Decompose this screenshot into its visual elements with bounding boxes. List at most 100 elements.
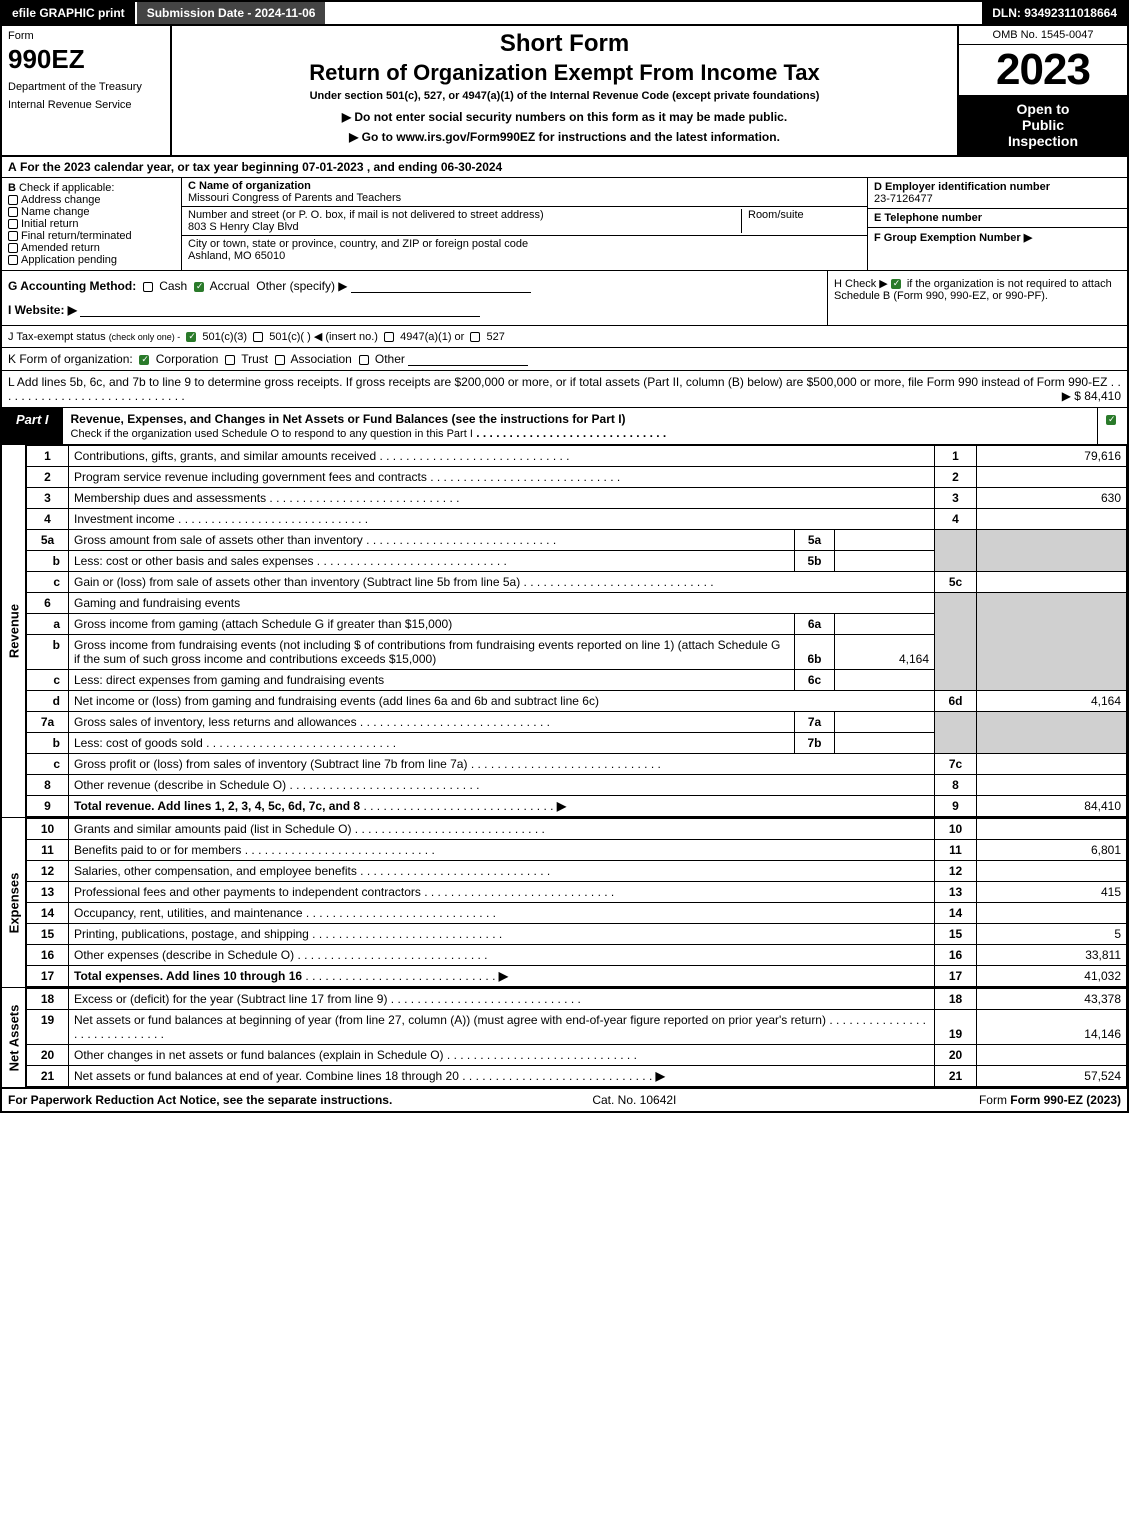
line-5a-sv (835, 530, 935, 551)
street-row: Number and street (or P. O. box, if mail… (182, 207, 867, 236)
line-20: 20 Other changes in net assets or fund b… (27, 1045, 1127, 1066)
line-11: 11 Benefits paid to or for members 11 6,… (27, 840, 1127, 861)
checkbox-schedule-o[interactable] (1106, 415, 1116, 425)
line-17: 17 Total expenses. Add lines 10 through … (27, 966, 1127, 987)
line-7c-num: c (27, 754, 69, 775)
line-5a-desc: Gross amount from sale of assets other t… (74, 533, 363, 547)
checkbox-501c[interactable] (253, 332, 263, 342)
line-14-num: 14 (27, 903, 69, 924)
line-6b-num: b (27, 635, 69, 670)
line-1-amount: 79,616 (977, 446, 1127, 467)
checkbox-initial-return[interactable] (8, 219, 18, 229)
checkbox-cash[interactable] (143, 282, 153, 292)
checkbox-name-change[interactable] (8, 207, 18, 217)
checkbox-schedule-b[interactable] (891, 279, 901, 289)
checkbox-4947[interactable] (384, 332, 394, 342)
tax-year: 2023 (959, 45, 1127, 95)
line-5b-sn: 5b (795, 551, 835, 572)
checkbox-association[interactable] (275, 355, 285, 365)
line-1-num: 1 (27, 446, 69, 467)
line-14-amount (977, 903, 1127, 924)
efile-print-button[interactable]: efile GRAPHIC print (2, 2, 137, 24)
spacer (327, 2, 982, 24)
expenses-table: 10 Grants and similar amounts paid (list… (26, 818, 1127, 987)
line-16-desc: Other expenses (describe in Schedule O) (74, 948, 294, 962)
line-18-num: 18 (27, 989, 69, 1010)
arrow-icon: ▶ (656, 1069, 665, 1083)
website-input[interactable] (80, 303, 480, 317)
phone-row: E Telephone number (868, 209, 1127, 228)
checkbox-amended-return[interactable] (8, 243, 18, 253)
expenses-vlabel: Expenses (2, 818, 26, 987)
line-14-ln: 14 (935, 903, 977, 924)
line-6d-amount: 4,164 (977, 691, 1127, 712)
checkbox-final-return[interactable] (8, 231, 18, 241)
other-org-input[interactable] (408, 352, 528, 366)
dln-label: DLN: 93492311018664 (982, 2, 1127, 24)
line-5b-num: b (27, 551, 69, 572)
section-j: J Tax-exempt status (check only one) - 5… (2, 326, 1127, 348)
line-2-desc: Program service revenue including govern… (74, 470, 427, 484)
line-20-ln: 20 (935, 1045, 977, 1066)
line-5a-num: 5a (27, 530, 69, 551)
line-18-ln: 18 (935, 989, 977, 1010)
line-20-desc: Other changes in net assets or fund bala… (74, 1048, 444, 1062)
arrow-icon: ▶ (499, 969, 508, 983)
checkbox-other-org[interactable] (359, 355, 369, 365)
checkbox-address-change[interactable] (8, 195, 18, 205)
part1-tab: Part I (2, 408, 63, 444)
g-label: G Accounting Method: (8, 279, 136, 293)
line-7a: 7a Gross sales of inventory, less return… (27, 712, 1127, 733)
section-k: K Form of organization: Corporation Trus… (2, 348, 1127, 371)
line-5a-sn: 5a (795, 530, 835, 551)
line-19-ln: 19 (935, 1010, 977, 1045)
checkbox-501c3[interactable] (186, 332, 196, 342)
opt-address-change: Address change (21, 194, 101, 206)
line-5b-sv (835, 551, 935, 572)
line-2-ln: 2 (935, 467, 977, 488)
line-4-desc: Investment income (74, 512, 175, 526)
header-right: OMB No. 1545-0047 2023 Open to Public In… (957, 26, 1127, 155)
line-8-amount (977, 775, 1127, 796)
line-10-desc: Grants and similar amounts paid (list in… (74, 822, 351, 836)
checkbox-accrual[interactable] (194, 282, 204, 292)
other-specify-input[interactable] (351, 279, 531, 293)
line-6b-sn: 6b (795, 635, 835, 670)
room-suite: Room/suite (741, 209, 861, 233)
expenses-section: Expenses 10 Grants and similar amounts p… (2, 818, 1127, 988)
checkbox-527[interactable] (470, 332, 480, 342)
line-6a-sv (835, 614, 935, 635)
ein: 23-7126477 (874, 193, 933, 205)
line-7b-sv (835, 733, 935, 754)
form-ref: Form Form 990-EZ (2023) (979, 1093, 1121, 1107)
submission-date-button[interactable]: Submission Date - 2024-11-06 (137, 2, 328, 24)
line-4: 4 Investment income 4 (27, 509, 1127, 530)
line-18: 18 Excess or (deficit) for the year (Sub… (27, 989, 1127, 1010)
line-4-amount (977, 509, 1127, 530)
checkbox-application-pending[interactable] (8, 255, 18, 265)
line-6a-desc: Gross income from gaming (attach Schedul… (74, 617, 452, 631)
net-assets-table: 18 Excess or (deficit) for the year (Sub… (26, 988, 1127, 1087)
line-6d-ln: 6d (935, 691, 977, 712)
line-7c-desc: Gross profit or (loss) from sales of inv… (74, 757, 467, 771)
checkbox-corporation[interactable] (139, 355, 149, 365)
ein-label: D Employer identification number (874, 181, 1050, 193)
line-17-amount: 41,032 (977, 966, 1127, 987)
line-7a-sv (835, 712, 935, 733)
section-c: C Name of organization Missouri Congress… (182, 178, 867, 270)
line-2-amount (977, 467, 1127, 488)
line-16: 16 Other expenses (describe in Schedule … (27, 945, 1127, 966)
line-12-num: 12 (27, 861, 69, 882)
accrual-label: Accrual (210, 279, 250, 293)
line-6b-desc: Gross income from fundraising events (no… (74, 638, 780, 666)
line-3: 3 Membership dues and assessments 3 630 (27, 488, 1127, 509)
section-def: D Employer identification number 23-7126… (867, 178, 1127, 270)
line-7b-num: b (27, 733, 69, 754)
part1-sub: Check if the organization used Schedule … (71, 428, 473, 440)
line-7c: c Gross profit or (loss) from sales of i… (27, 754, 1127, 775)
line-19-amount: 14,146 (977, 1010, 1127, 1045)
section-a-text: For the 2023 calendar year, or tax year … (20, 160, 502, 174)
line-6-num: 6 (27, 593, 69, 614)
checkbox-trust[interactable] (225, 355, 235, 365)
goto-link: ▶ Go to www.irs.gov/Form990EZ for instru… (180, 130, 949, 144)
